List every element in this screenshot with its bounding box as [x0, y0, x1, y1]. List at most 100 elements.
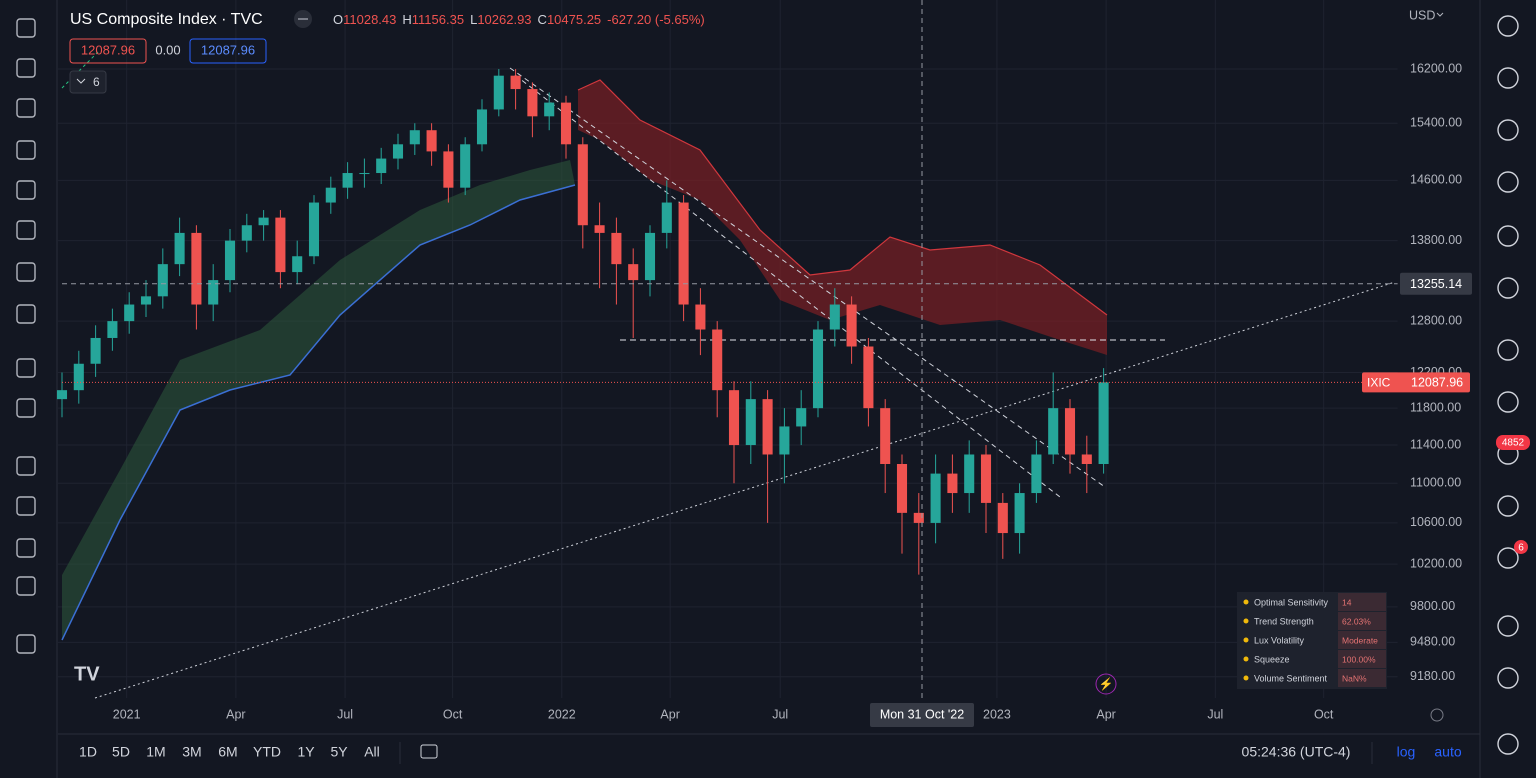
scale-button[interactable]: auto: [1434, 744, 1461, 760]
candle-body: [980, 454, 992, 503]
candle-body: [829, 304, 840, 330]
candle-body: [1031, 454, 1042, 494]
tool-icon[interactable]: [1497, 391, 1519, 413]
candles: [56, 69, 1109, 575]
timeframe-button[interactable]: YTD: [253, 744, 281, 760]
buy-button[interactable]: [189, 38, 267, 64]
resistance-line: [577, 79, 1108, 316]
timeframe-button[interactable]: 1M: [146, 744, 165, 760]
settings-icon[interactable]: [1430, 708, 1444, 722]
candle-body: [359, 173, 370, 175]
scale-button[interactable]: log: [1397, 744, 1416, 760]
info-icon: [1243, 618, 1249, 624]
candle-body: [863, 346, 874, 409]
tool-icon[interactable]: [16, 398, 36, 418]
timeframe-button[interactable]: 5Y: [330, 744, 348, 760]
tool-icon[interactable]: [16, 262, 36, 282]
tool-icon[interactable]: [16, 456, 36, 476]
info-cell: [1338, 669, 1386, 687]
currency[interactable]: USD: [1409, 8, 1435, 22]
x-tick-label: Jul: [337, 707, 353, 721]
indicators-count: 6: [93, 75, 100, 89]
timeframe-button[interactable]: 1Y: [297, 744, 315, 760]
trend-line: [514, 74, 1061, 498]
candle-body: [1098, 382, 1109, 464]
info-label: Volume Sentiment: [1254, 673, 1328, 683]
x-tick-label: Apr: [226, 707, 245, 721]
tool-icon[interactable]: [16, 180, 36, 200]
tool-icon[interactable]: [1497, 67, 1519, 89]
candle-body: [409, 130, 420, 145]
tool-icon[interactable]: [16, 496, 36, 516]
y-tick-label: 9800.00: [1410, 599, 1455, 613]
candle-body: [392, 144, 404, 159]
chevron-icon: [1436, 12, 1444, 17]
x-tick-label: Apr: [1096, 707, 1115, 721]
tool-icon[interactable]: [16, 220, 36, 240]
tool-icon[interactable]: [1497, 547, 1519, 569]
candle-body: [947, 473, 958, 494]
candle-body: [560, 102, 572, 145]
tool-icon[interactable]: [1497, 733, 1519, 755]
symbol-title: US Composite Index · TVC: [70, 11, 263, 28]
y-tick-label: 11800.00: [1410, 400, 1461, 414]
info-icon: [1243, 637, 1249, 643]
price-symbol: IXIC: [1367, 376, 1391, 390]
tool-icon[interactable]: [16, 634, 36, 654]
tool-icon[interactable]: [1497, 667, 1519, 689]
tool-icon[interactable]: [16, 98, 36, 118]
tool-icon[interactable]: [1497, 15, 1519, 37]
tool-icon[interactable]: [1497, 615, 1519, 637]
info-cell: [1338, 612, 1386, 630]
tool-icon[interactable]: [1497, 339, 1519, 361]
y-tick-label: 13800.00: [1410, 233, 1462, 247]
y-tick-label: 15400.00: [1410, 116, 1462, 130]
candle-body: [460, 144, 471, 188]
candle-body: [342, 173, 353, 188]
tool-icon[interactable]: [1497, 495, 1519, 517]
candle-body: [695, 304, 706, 330]
tool-icon[interactable]: [1497, 277, 1519, 299]
events-icon[interactable]: [1095, 673, 1117, 695]
candle-body: [678, 202, 689, 305]
candle-body: [275, 217, 286, 273]
tool-icon[interactable]: [16, 140, 36, 160]
trend-line: [509, 67, 1106, 488]
spread: 0.00: [155, 42, 180, 57]
info-label: Trend Strength: [1254, 616, 1314, 626]
candle-body: [208, 280, 219, 305]
timeframe-button[interactable]: All: [364, 744, 380, 760]
timeframe-button[interactable]: 6M: [218, 744, 237, 760]
crosshair-price: 13255.14: [1410, 277, 1462, 291]
compare-icon[interactable]: [420, 744, 438, 759]
y-tick-label: 16200.00: [1410, 61, 1462, 75]
y-tick-label: 10600.00: [1410, 515, 1462, 529]
tool-icon[interactable]: [1497, 119, 1519, 141]
candle-body: [1064, 408, 1076, 455]
ohlc-value: 10475.25: [547, 12, 601, 27]
tool-icon[interactable]: [1497, 225, 1519, 247]
candle-body: [376, 158, 387, 174]
info-label: Lux Volatility: [1254, 635, 1305, 645]
timeframe-button[interactable]: 3M: [182, 744, 201, 760]
tool-icon[interactable]: [16, 538, 36, 558]
info-value: 14: [1342, 597, 1352, 607]
candle-body: [628, 264, 639, 281]
x-tick-label: Apr: [660, 707, 679, 721]
info-value: 100.00%: [1342, 654, 1376, 664]
candle-body: [107, 321, 118, 338]
tool-icon[interactable]: [1497, 171, 1519, 193]
tool-icon[interactable]: [16, 58, 36, 78]
tool-icon[interactable]: [16, 18, 36, 38]
timeframe-button[interactable]: 1D: [79, 744, 97, 760]
candle-body: [880, 408, 891, 464]
candle-body: [745, 399, 756, 446]
candle-body: [896, 463, 908, 513]
tool-icon[interactable]: [16, 576, 36, 596]
indicators-toggle[interactable]: [69, 70, 107, 94]
tool-icon[interactable]: [16, 358, 36, 378]
tool-icon[interactable]: [16, 304, 36, 324]
timeframe-button[interactable]: 5D: [112, 744, 130, 760]
left-toolbar: [0, 0, 56, 778]
sell-button[interactable]: [69, 38, 147, 64]
